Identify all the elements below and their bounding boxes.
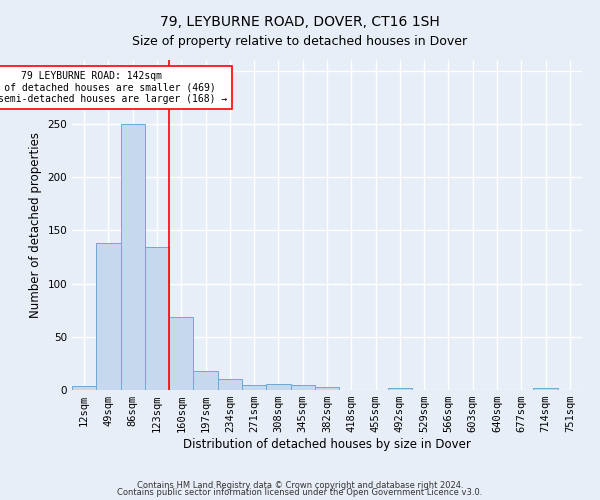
Bar	[533, 388, 558, 390]
Text: Contains public sector information licensed under the Open Government Licence v3: Contains public sector information licen…	[118, 488, 482, 497]
Bar	[290, 384, 315, 390]
Bar	[193, 371, 218, 390]
Bar	[121, 124, 145, 390]
Text: 79, LEYBURNE ROAD, DOVER, CT16 1SH: 79, LEYBURNE ROAD, DOVER, CT16 1SH	[160, 15, 440, 29]
Text: 79 LEYBURNE ROAD: 142sqm
← 73% of detached houses are smaller (469)
26% of semi-: 79 LEYBURNE ROAD: 142sqm ← 73% of detach…	[0, 70, 227, 104]
X-axis label: Distribution of detached houses by size in Dover: Distribution of detached houses by size …	[183, 438, 471, 451]
Bar	[145, 248, 169, 390]
Bar	[388, 388, 412, 390]
Text: Contains HM Land Registry data © Crown copyright and database right 2024.: Contains HM Land Registry data © Crown c…	[137, 480, 463, 490]
Text: Size of property relative to detached houses in Dover: Size of property relative to detached ho…	[133, 35, 467, 48]
Bar	[218, 380, 242, 390]
Bar	[72, 386, 96, 390]
Bar	[169, 316, 193, 390]
Bar	[242, 384, 266, 390]
Bar	[266, 384, 290, 390]
Bar	[315, 387, 339, 390]
Y-axis label: Number of detached properties: Number of detached properties	[29, 132, 42, 318]
Bar	[96, 243, 121, 390]
